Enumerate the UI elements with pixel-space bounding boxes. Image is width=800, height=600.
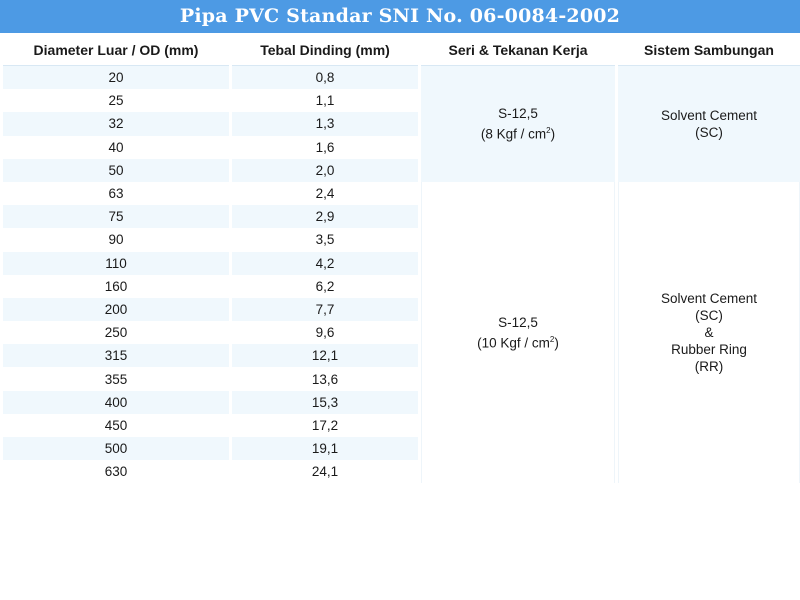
joint-line: (RR) [694,359,724,375]
od-cell: 50 [3,158,229,182]
od-cell: 315 [3,344,229,368]
wall-thickness-cell: 2,9 [232,205,418,229]
table-row: 25 1,1 [3,89,800,113]
table-row: 32 1,3 [3,112,800,136]
pressure-label: (10 Kgf / cm2) [422,331,614,352]
table-row: 90 3,5 [3,228,800,252]
joint-line: (SC) [695,124,723,140]
series-label: S-12,5 [498,314,538,330]
od-cell: 110 [3,251,229,275]
table-row: 250 9,6 [3,321,800,345]
od-cell: 250 [3,321,229,345]
od-cell: 25 [3,89,229,113]
header-joint-system: Sistem Sambungan [618,35,800,66]
wall-thickness-cell: 12,1 [232,344,418,368]
series-label: S-12,5 [498,106,538,122]
wall-thickness-cell: 17,2 [232,413,418,437]
series-pressure-group-a: S-12,5 (8 Kgf / cm2) [421,66,615,182]
header-od: Diameter Luar / OD (mm) [3,35,229,66]
joint-system-group-a: Solvent Cement (SC) [618,66,800,182]
od-cell: 400 [3,390,229,414]
spec-sheet: Pipa PVC Standar SNI No. 06-0084-2002 Di… [0,0,800,484]
table-row: 50 2,0 [3,158,800,182]
pressure-text: (10 Kgf / cm [477,335,550,351]
od-cell: 200 [3,297,229,322]
pressure-end: ) [554,335,559,351]
joint-line: Rubber Ring [671,342,747,358]
wall-thickness-cell: 2,4 [232,181,418,206]
pressure-label: (8 Kgf / cm2) [421,122,615,143]
table-row: 20 0,8 S-12,5 (8 Kgf / cm2) Solvent Cement (S… [3,66,800,182]
table-row: 200 7,7 [3,297,800,322]
wall-thickness-cell: 7,7 [232,297,418,322]
wall-thickness-cell: 15,3 [232,390,418,414]
pressure-sup: 2 [546,126,551,136]
od-cell: 75 [3,205,229,229]
table-row: 63 2,4 S-12,5 (10 Kgf / cm2) Solvent Cement(… [3,181,800,484]
wall-thickness-cell: 0,8 [232,66,418,90]
od-cell: 90 [3,228,229,252]
table-row: 110 4,2 [3,251,800,275]
od-cell: 32 [3,112,229,136]
od-cell: 63 [3,181,229,206]
table-row: 355 13,6 [3,367,800,391]
table-row: 630 24,1 [3,460,800,484]
table-row: 160 6,2 [3,274,800,298]
wall-thickness-cell: 3,5 [232,228,418,252]
od-cell: 500 [3,437,229,461]
table-row: 500 19,1 [3,437,800,461]
od-cell: 630 [3,460,229,484]
od-cell: 20 [3,66,229,90]
pressure-sup: 2 [549,334,555,344]
header-row: Diameter Luar / OD (mm) Tebal Dinding (m… [3,35,800,66]
od-cell: 450 [3,413,229,437]
wall-thickness-cell: 1,1 [232,89,418,113]
series-pressure-group-b: S-12,5 (10 Kgf / cm2) [421,181,615,484]
wall-thickness-cell: 6,2 [232,274,418,298]
table-row: 450 17,2 [3,413,800,437]
table-body: 20 0,8 S-12,5 (8 Kgf / cm2) Solvent Cement (S… [3,66,800,484]
joint-line: Solvent Cement [660,107,758,123]
header-wall-thickness: Tebal Dinding (mm) [232,35,418,66]
wall-thickness-cell: 2,0 [232,158,418,182]
pipe-spec-table: Diameter Luar / OD (mm) Tebal Dinding (m… [0,35,800,484]
wall-thickness-cell: 9,6 [232,321,418,345]
od-cell: 160 [3,274,229,298]
wall-thickness-cell: 4,2 [232,251,418,275]
table-row: 40 1,6 [3,135,800,159]
wall-thickness-cell: 24,1 [232,460,418,484]
table-row: 400 15,3 [3,390,800,414]
table-row: 315 12,1 [3,344,800,368]
pressure-text: (8 Kgf / cm [480,126,547,142]
joint-line: (SC) [695,308,723,324]
wall-thickness-cell: 19,1 [232,437,418,461]
wall-thickness-cell: 1,3 [232,112,418,136]
pressure-end: ) [550,126,556,142]
wall-thickness-cell: 13,6 [232,367,418,391]
od-cell: 40 [3,135,229,159]
table-title: Pipa PVC Standar SNI No. 06-0084-2002 [0,0,800,33]
header-series-pressure: Seri & Tekanan Kerja [421,35,615,66]
table-row: 75 2,9 [3,205,800,229]
wall-thickness-cell: 1,6 [232,135,418,159]
joint-line: & [704,325,714,341]
od-cell: 355 [3,367,229,391]
joint-line: Solvent Cement [660,291,758,307]
joint-system-group-b: Solvent Cement (SC) & Rubber Ring (RR) [618,181,800,484]
